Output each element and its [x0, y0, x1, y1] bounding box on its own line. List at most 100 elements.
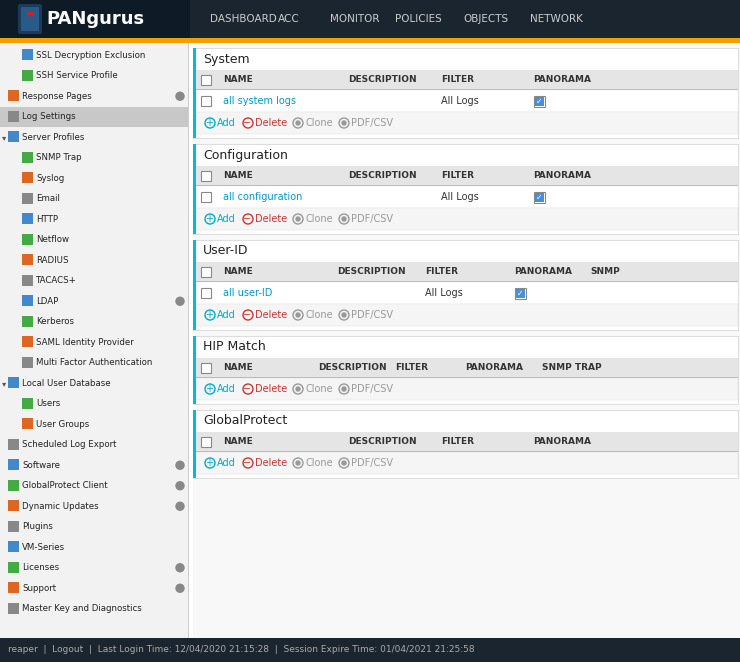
Bar [22, 275, 33, 286]
Bar [193, 410, 196, 478]
Bar [22, 193, 33, 204]
Circle shape [296, 313, 300, 317]
Text: FILTER: FILTER [441, 438, 474, 446]
Text: Response Pages: Response Pages [22, 92, 92, 101]
Bar [193, 336, 738, 404]
Text: TACACS+: TACACS+ [36, 276, 77, 285]
Bar [196, 451, 738, 452]
Text: Log Settings: Log Settings [22, 113, 75, 121]
Text: −: − [243, 384, 251, 394]
Text: HIP Match: HIP Match [203, 340, 266, 354]
Text: SSH Service Profile: SSH Service Profile [36, 71, 118, 80]
Bar [196, 90, 738, 112]
Text: POLICIES: POLICIES [395, 14, 442, 24]
Bar [22, 418, 33, 429]
Text: Syslog: Syslog [36, 173, 64, 183]
Text: Delete: Delete [255, 118, 287, 128]
Circle shape [342, 121, 346, 125]
Circle shape [296, 387, 300, 391]
Text: ▾: ▾ [2, 379, 6, 388]
Text: all user-ID: all user-ID [223, 288, 272, 298]
Bar [534, 97, 544, 105]
Text: −: − [243, 214, 251, 224]
Text: System: System [203, 52, 249, 66]
Text: PANORAMA: PANORAMA [534, 75, 591, 85]
Text: FILTER: FILTER [425, 267, 457, 277]
Text: −: − [243, 118, 251, 128]
Text: All Logs: All Logs [441, 96, 479, 106]
Bar [196, 262, 738, 282]
Text: Delete: Delete [255, 214, 287, 224]
Bar [22, 316, 33, 327]
Bar [193, 144, 196, 234]
Text: PANORAMA: PANORAMA [465, 363, 523, 373]
Text: User-ID: User-ID [203, 244, 249, 258]
Bar [193, 240, 738, 330]
Text: Software: Software [22, 461, 60, 470]
Bar [196, 112, 738, 134]
Bar [8, 500, 19, 511]
Bar [193, 240, 196, 330]
Bar [22, 70, 33, 81]
Text: NAME: NAME [223, 438, 253, 446]
Text: Master Key and Diagnostics: Master Key and Diagnostics [22, 604, 142, 613]
Text: SNMP: SNMP [591, 267, 621, 277]
Bar [196, 378, 738, 400]
Text: DASHBOARD: DASHBOARD [210, 14, 277, 24]
Text: Add: Add [217, 214, 236, 224]
Text: NETWORK: NETWORK [530, 14, 583, 24]
Text: SAML Identity Provider: SAML Identity Provider [36, 338, 134, 347]
Bar [8, 583, 19, 593]
Text: FILTER: FILTER [441, 171, 474, 181]
Text: +: + [205, 384, 213, 394]
Bar [196, 186, 738, 208]
Text: ✓: ✓ [517, 289, 523, 297]
Text: Clone: Clone [305, 118, 332, 128]
Bar [8, 521, 19, 532]
Bar [193, 144, 738, 234]
Circle shape [296, 461, 300, 465]
Bar [196, 185, 738, 186]
Text: NAME: NAME [223, 267, 253, 277]
Text: Kerberos: Kerberos [36, 317, 74, 326]
Text: Users: Users [36, 399, 60, 408]
Text: PDF/CSV: PDF/CSV [351, 214, 393, 224]
Bar [0, 43, 188, 638]
Bar [0, 0, 740, 38]
Bar [0, 107, 188, 127]
Bar [22, 152, 33, 163]
Text: Multi Factor Authentication: Multi Factor Authentication [36, 358, 152, 367]
Text: DESCRIPTION: DESCRIPTION [337, 267, 406, 277]
Text: DESCRIPTION: DESCRIPTION [349, 75, 417, 85]
Bar [196, 70, 738, 90]
Text: ✓: ✓ [536, 193, 542, 201]
Bar [22, 398, 33, 408]
Bar [193, 410, 738, 478]
Bar [8, 439, 19, 449]
Bar [201, 288, 211, 298]
Bar [514, 287, 525, 299]
Text: ✓: ✓ [536, 97, 542, 105]
Bar [8, 377, 19, 388]
Text: SNMP Trap: SNMP Trap [36, 153, 81, 162]
Bar [196, 432, 738, 452]
Bar [201, 192, 211, 202]
Text: Support: Support [22, 584, 56, 592]
Text: Dynamic Updates: Dynamic Updates [22, 502, 98, 511]
Bar [193, 336, 196, 404]
Text: GlobalProtect: GlobalProtect [203, 414, 287, 428]
Bar [193, 48, 196, 138]
Circle shape [176, 461, 184, 469]
Text: +: + [205, 310, 213, 320]
Text: DESCRIPTION: DESCRIPTION [349, 171, 417, 181]
Text: +: + [205, 458, 213, 468]
Text: SNMP TRAP: SNMP TRAP [542, 363, 602, 373]
Circle shape [176, 564, 184, 572]
Text: Clone: Clone [305, 384, 332, 394]
Bar [196, 208, 738, 230]
Bar [196, 452, 738, 474]
Circle shape [176, 585, 184, 592]
Bar [534, 191, 545, 203]
Circle shape [176, 502, 184, 510]
Circle shape [342, 387, 346, 391]
